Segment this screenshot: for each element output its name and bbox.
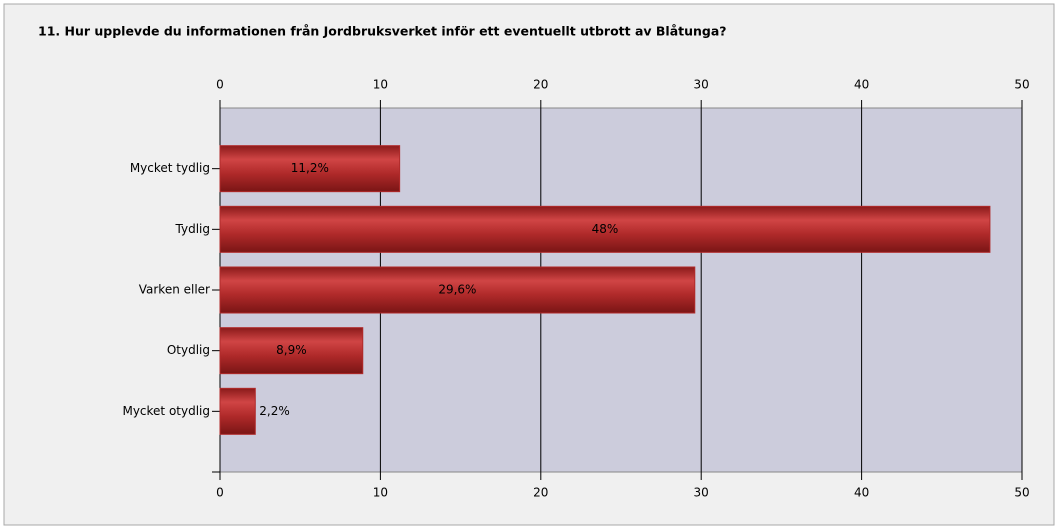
bar — [219, 145, 401, 193]
x-tick-label: 30 — [694, 486, 709, 500]
x-tick-label: 30 — [694, 78, 709, 92]
y-tick-label: Mycket tydlig — [130, 161, 210, 175]
y-tick-label: Otydlig — [167, 343, 210, 357]
bar — [219, 327, 364, 375]
value-label: 8,9% — [276, 343, 307, 357]
y-tick-label: Varken eller — [139, 283, 210, 297]
x-tick-label: 0 — [216, 486, 224, 500]
value-label: 2,2% — [259, 404, 290, 418]
x-tick-label: 0 — [216, 78, 224, 92]
bar — [219, 205, 991, 253]
x-tick-label: 10 — [373, 486, 388, 500]
x-tick-label: 50 — [1014, 78, 1029, 92]
y-tick-label: Mycket otydlig — [122, 404, 210, 418]
chart-title: 11. Hur upplevde du informationen från J… — [38, 24, 727, 39]
bar — [219, 387, 256, 435]
bar — [219, 266, 696, 314]
value-label: 48% — [592, 222, 619, 236]
x-tick-label: 50 — [1014, 486, 1029, 500]
x-tick-label: 20 — [533, 78, 548, 92]
value-label: 11,2% — [291, 161, 329, 175]
x-tick-label: 10 — [373, 78, 388, 92]
x-tick-label: 20 — [533, 486, 548, 500]
value-label: 29,6% — [438, 283, 476, 297]
y-tick-label: Tydlig — [175, 222, 210, 236]
x-tick-label: 40 — [854, 78, 869, 92]
x-tick-label: 40 — [854, 486, 869, 500]
